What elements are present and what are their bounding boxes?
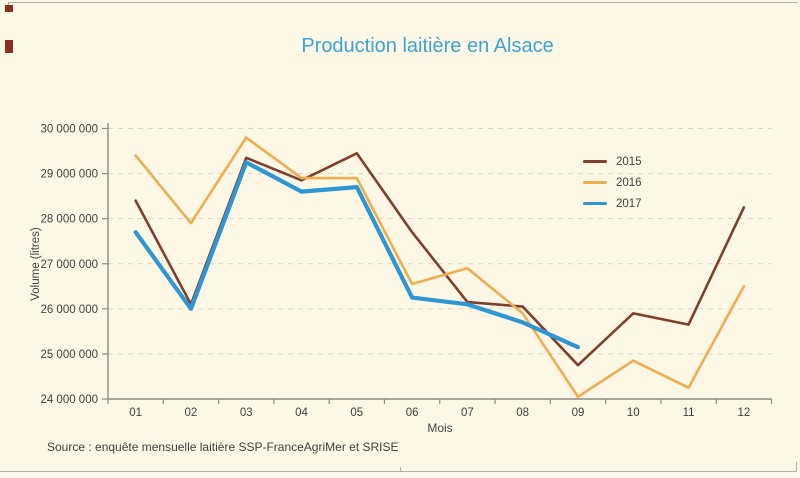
x-tick-label: 11 [683, 407, 695, 419]
x-tick-label: 12 [737, 407, 750, 419]
legend-swatch-2017 [583, 202, 607, 205]
x-tick-label: 03 [240, 407, 253, 419]
y-tick-label: 28 000 000 [40, 214, 98, 226]
series-line-2017 [133, 160, 581, 350]
chart-title: Production laitière en Alsace [301, 35, 554, 57]
y-tick-label: 27 000 000 [40, 259, 98, 271]
source-note: Source : enquête mensuelle laitière SSP-… [47, 440, 399, 454]
legend-label-2016: 2016 [616, 176, 642, 189]
x-tick-label: 08 [516, 407, 529, 419]
chart-legend: 2015 2016 2017 [583, 151, 642, 214]
legend-item-2017: 2017 [583, 193, 642, 214]
x-tick-label: 02 [185, 407, 198, 419]
frame-bottom-right-tick [796, 462, 797, 472]
x-tick-label: 06 [406, 407, 419, 419]
x-tick-label: 07 [461, 407, 474, 419]
legend-swatch-2016 [583, 181, 607, 184]
legend-swatch-2015 [583, 160, 607, 163]
legend-item-2015: 2015 [583, 151, 642, 172]
x-tick-label: 10 [627, 407, 640, 419]
series-line-2016 [134, 136, 746, 399]
x-axis-label: Mois [427, 421, 453, 435]
legend-label-2017: 2017 [616, 197, 642, 210]
x-tick-label: 04 [295, 407, 308, 419]
crop-mark-red-top [5, 5, 13, 12]
y-tick-label: 24 000 000 [40, 394, 98, 406]
crop-mark-red-bottom [5, 40, 13, 53]
frame-bottom-mid-tick [400, 467, 401, 472]
series-line-2015 [134, 151, 746, 367]
x-tick-label: 05 [350, 407, 363, 419]
y-tick-label: 30 000 000 [40, 124, 98, 136]
frame-bottom-line [0, 471, 797, 472]
x-tick-label: 01 [129, 407, 142, 419]
y-tick-label: 26 000 000 [40, 304, 98, 316]
y-tick-label: 29 000 000 [40, 169, 98, 181]
legend-item-2016: 2016 [583, 172, 642, 193]
legend-label-2015: 2015 [616, 155, 642, 168]
y-tick-label: 25 000 000 [40, 349, 98, 361]
frame-top-line [8, 2, 798, 3]
x-tick-label: 09 [572, 407, 585, 419]
y-axis-label: Volume (litres) [30, 227, 42, 301]
